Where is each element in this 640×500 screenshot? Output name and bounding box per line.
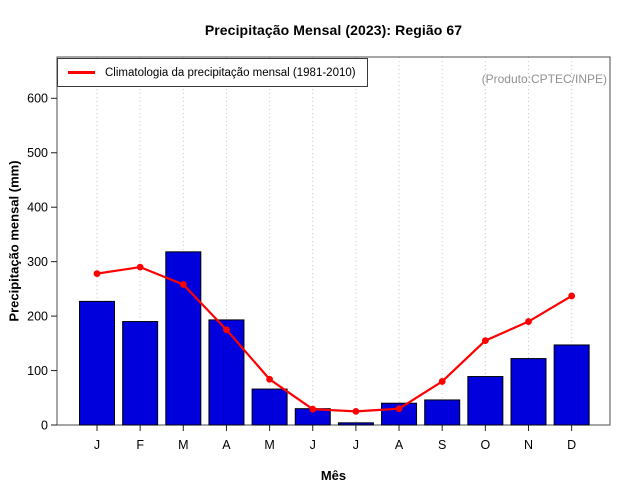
y-tick-label-600: 600 [27, 92, 48, 106]
bar-month-2 [122, 321, 159, 426]
y-tick-label-100: 100 [27, 364, 48, 378]
climatology-line [96, 265, 573, 413]
bar-month-1 [79, 300, 115, 426]
climatology-point-11 [525, 318, 532, 325]
y-tick-label-300: 300 [27, 255, 48, 269]
climatology-point-2 [136, 263, 144, 271]
x-tick-label-3: M [178, 438, 188, 452]
x-tick-label-10: O [480, 438, 490, 452]
plot-box [56, 56, 611, 426]
x-tick-label-6: J [310, 438, 316, 452]
x-tick-label-8: A [395, 438, 404, 452]
product-credit-label: (Produto:CPTEC/INPE) [481, 72, 607, 86]
climatology-point-7 [352, 407, 360, 415]
x-tick-label-9: S [438, 438, 446, 452]
climatology-point-6 [309, 405, 317, 413]
climatology-point-5 [266, 375, 273, 383]
climatology-point-3 [179, 281, 187, 288]
bar-month-10 [467, 376, 504, 426]
climatology-point-1 [93, 270, 101, 278]
x-tick-label-7: J [353, 438, 359, 452]
legend-box: Climatologia da precipitação mensal (198… [57, 58, 368, 87]
bar-month-5 [251, 388, 288, 426]
y-tick-label-0: 0 [41, 418, 48, 432]
x-tick-label-5: M [264, 438, 274, 452]
climatology-point-4 [223, 326, 230, 334]
x-tick-label-4: A [222, 438, 231, 452]
bar-month-7 [337, 422, 374, 426]
bar-month-4 [208, 319, 245, 426]
x-tick-label-1: J [94, 438, 100, 452]
bar-month-11 [510, 358, 547, 426]
x-tick-label-11: N [524, 438, 533, 452]
x-tick-label-12: D [567, 438, 576, 452]
y-tick-label-400: 400 [27, 201, 48, 215]
x-axis-label: Mês [320, 468, 347, 483]
climatology-point-9 [438, 378, 446, 385]
climatology-line-swatch [68, 71, 95, 74]
x-tick-label-2: F [136, 438, 144, 452]
climatology-point-10 [481, 337, 489, 345]
y-tick-label-200: 200 [27, 309, 48, 323]
climatology-point-12 [568, 292, 576, 300]
chart-title: Precipitação Mensal (2023): Região 67 [204, 22, 463, 38]
y-tick-label-500: 500 [27, 146, 48, 160]
bar-month-3 [165, 251, 202, 426]
legend-label: Climatologia da precipitação mensal (198… [105, 66, 356, 79]
bar-month-12 [553, 344, 590, 426]
climatology-point-8 [395, 405, 403, 413]
bar-month-9 [424, 399, 461, 426]
